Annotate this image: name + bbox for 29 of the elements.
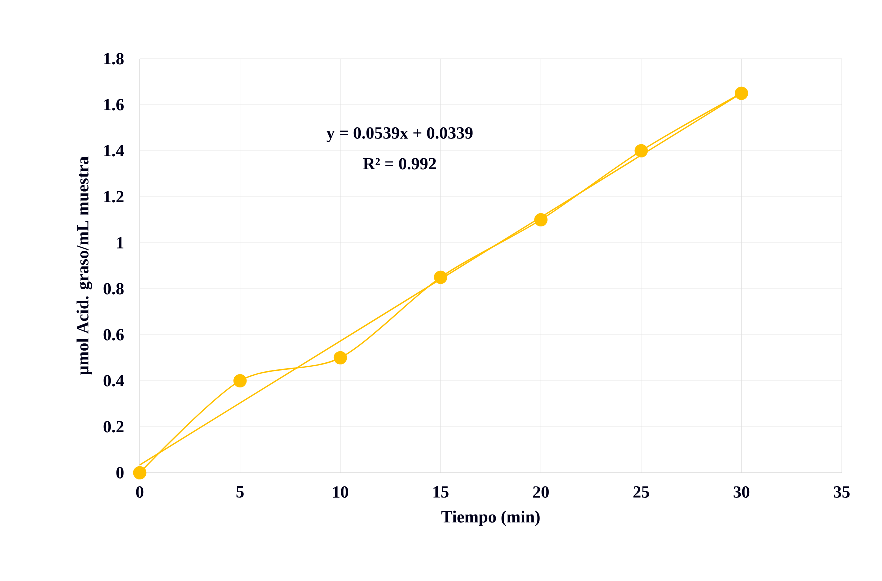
y-tick-label: 1.6 — [104, 99, 124, 111]
y-axis-title: µmol Acid. graso/mL muestra — [76, 156, 92, 376]
point — [133, 466, 147, 480]
x-tick-label: 20 — [533, 486, 550, 498]
x-tick-label: 15 — [434, 486, 449, 498]
y-tick-label: 1.2 — [104, 191, 124, 203]
x-tick-label: 30 — [734, 486, 750, 498]
point — [735, 86, 748, 100]
x-tick-label: 25 — [634, 486, 650, 498]
y-tick-label: 0.6 — [104, 329, 124, 341]
x-tick-label: 10 — [333, 486, 348, 498]
x-axis-title: Tiempo (min) — [442, 510, 540, 526]
point — [634, 144, 648, 158]
annotation: y = 0.0539x + 0.0339 — [326, 128, 473, 142]
y-tick-label: 0 — [116, 467, 124, 479]
y-tick-label: 0.8 — [104, 283, 124, 295]
point — [334, 351, 348, 365]
x-tick-label: 0 — [136, 486, 144, 498]
point — [234, 374, 247, 388]
y-tick-label: 0.2 — [104, 421, 124, 433]
y-tick-label: 1 — [117, 237, 124, 249]
x-tick-label: 35 — [834, 486, 850, 498]
point — [434, 270, 448, 284]
point — [534, 213, 548, 227]
y-tick-label: 1.4 — [104, 145, 124, 157]
y-tick-label: 1.8 — [104, 53, 124, 65]
y-tick-label: 0.4 — [104, 375, 124, 387]
x-tick-label: 5 — [236, 486, 244, 498]
annotation: R² = 0.992 — [363, 158, 436, 170]
